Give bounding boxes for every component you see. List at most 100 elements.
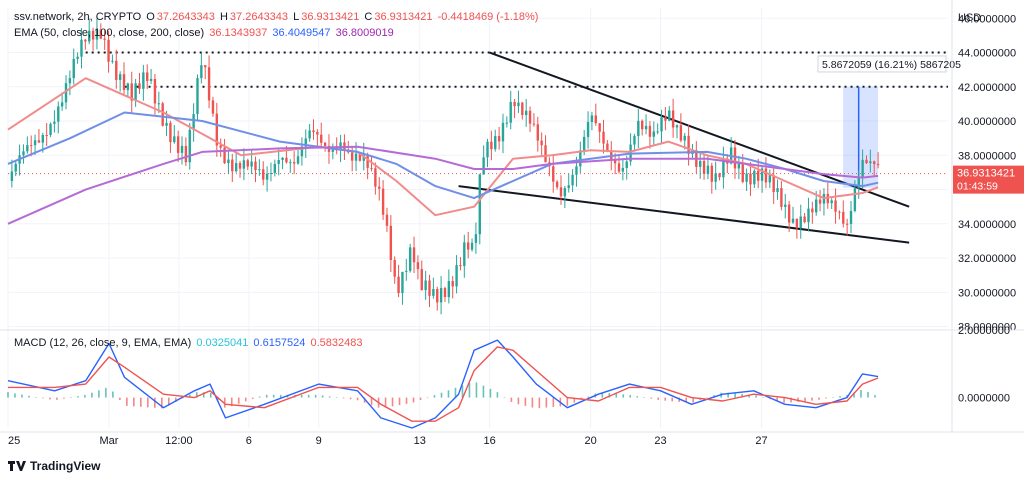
- candle-body[interactable]: [718, 173, 721, 178]
- candle-body[interactable]: [494, 136, 497, 150]
- candle-body[interactable]: [72, 58, 75, 79]
- candle-body[interactable]: [30, 145, 33, 147]
- ema100-line[interactable]: [7, 111, 879, 200]
- candle-body[interactable]: [687, 135, 690, 154]
- candle-body[interactable]: [192, 114, 195, 130]
- candle-body[interactable]: [389, 225, 393, 261]
- candle-body[interactable]: [536, 124, 539, 141]
- candle-body[interactable]: [265, 173, 269, 180]
- candle-body[interactable]: [316, 131, 319, 135]
- candle-body[interactable]: [130, 83, 133, 101]
- candle-body[interactable]: [416, 262, 420, 270]
- candle-body[interactable]: [617, 163, 621, 172]
- candle-body[interactable]: [138, 83, 141, 89]
- candle-body[interactable]: [142, 72, 145, 89]
- candle-body[interactable]: [238, 163, 242, 169]
- candle-body[interactable]: [103, 38, 106, 40]
- candle-body[interactable]: [76, 56, 79, 59]
- candle-body[interactable]: [234, 163, 238, 172]
- candle-body[interactable]: [350, 152, 354, 161]
- candle-body[interactable]: [513, 101, 516, 107]
- candle-body[interactable]: [722, 158, 725, 178]
- candle-body[interactable]: [354, 153, 358, 161]
- candle-body[interactable]: [262, 169, 265, 180]
- candle-body[interactable]: [169, 122, 172, 143]
- candle-body[interactable]: [397, 276, 400, 294]
- candle-body[interactable]: [180, 145, 184, 153]
- candle-body[interactable]: [613, 160, 617, 164]
- candle-body[interactable]: [447, 281, 451, 298]
- candle-body[interactable]: [173, 136, 176, 143]
- candle-body[interactable]: [873, 161, 876, 165]
- candle-body[interactable]: [153, 79, 157, 104]
- candle-body[interactable]: [64, 83, 68, 103]
- candle-body[interactable]: [857, 177, 860, 189]
- candle-body[interactable]: [644, 125, 648, 130]
- candle-body[interactable]: [532, 123, 536, 125]
- candle-body[interactable]: [737, 164, 741, 169]
- candle-body[interactable]: [869, 161, 872, 164]
- candle-body[interactable]: [273, 163, 277, 173]
- candle-body[interactable]: [826, 193, 830, 204]
- candle-body[interactable]: [401, 271, 404, 294]
- candle-body[interactable]: [482, 157, 485, 175]
- candle-body[interactable]: [741, 164, 744, 182]
- candle-body[interactable]: [702, 160, 706, 174]
- macd-line[interactable]: [7, 339, 879, 429]
- candle-body[interactable]: [22, 151, 25, 156]
- candle-body[interactable]: [598, 123, 601, 132]
- wedge-lower-trendline[interactable]: [458, 185, 910, 244]
- candle-body[interactable]: [385, 214, 389, 226]
- candle-body[interactable]: [111, 60, 114, 62]
- candle-body[interactable]: [184, 145, 188, 163]
- candle-body[interactable]: [563, 188, 567, 197]
- candle-body[interactable]: [497, 136, 501, 142]
- candle-body[interactable]: [803, 216, 806, 223]
- measure-box[interactable]: [843, 86, 879, 188]
- candle-body[interactable]: [204, 65, 207, 68]
- candle-body[interactable]: [200, 65, 203, 79]
- candle-body[interactable]: [660, 117, 663, 132]
- candle-body[interactable]: [776, 188, 779, 193]
- candle-body[interactable]: [242, 160, 246, 169]
- candle-body[interactable]: [733, 147, 737, 169]
- candle-body[interactable]: [501, 122, 505, 142]
- candle-body[interactable]: [791, 218, 795, 223]
- candle-body[interactable]: [393, 260, 396, 277]
- candle-body[interactable]: [408, 247, 412, 271]
- candle-body[interactable]: [760, 168, 764, 181]
- signal-line[interactable]: [8, 346, 879, 422]
- ema200-line[interactable]: [7, 145, 879, 225]
- candle-body[interactable]: [772, 175, 775, 193]
- candle-body[interactable]: [366, 154, 369, 168]
- candle-body[interactable]: [370, 167, 373, 169]
- candle-body[interactable]: [378, 186, 381, 189]
- candle-body[interactable]: [432, 289, 435, 296]
- candle-body[interactable]: [865, 159, 868, 164]
- candle-body[interactable]: [586, 121, 590, 137]
- candle-body[interactable]: [122, 74, 126, 91]
- candle-body[interactable]: [490, 141, 493, 150]
- ema50-line[interactable]: [7, 77, 879, 217]
- candle-body[interactable]: [470, 242, 474, 250]
- candle-body[interactable]: [277, 159, 280, 164]
- candle-body[interactable]: [107, 39, 110, 62]
- candle-body[interactable]: [757, 170, 760, 181]
- candle-body[interactable]: [296, 156, 300, 164]
- candle-body[interactable]: [258, 169, 261, 171]
- wedge-upper-trendline[interactable]: [489, 51, 910, 208]
- candle-body[interactable]: [668, 110, 671, 121]
- candle-body[interactable]: [320, 134, 323, 143]
- candle-body[interactable]: [621, 167, 625, 172]
- candle-body[interactable]: [45, 134, 48, 136]
- candle-body[interactable]: [768, 175, 772, 183]
- candle-body[interactable]: [652, 131, 655, 137]
- candle-body[interactable]: [10, 171, 14, 181]
- candle-body[interactable]: [254, 161, 257, 171]
- candle-body[interactable]: [544, 145, 547, 163]
- candle-body[interactable]: [509, 101, 512, 123]
- candle-body[interactable]: [606, 143, 609, 152]
- candle-body[interactable]: [463, 242, 466, 267]
- candle-body[interactable]: [640, 120, 644, 130]
- candle-body[interactable]: [552, 166, 555, 182]
